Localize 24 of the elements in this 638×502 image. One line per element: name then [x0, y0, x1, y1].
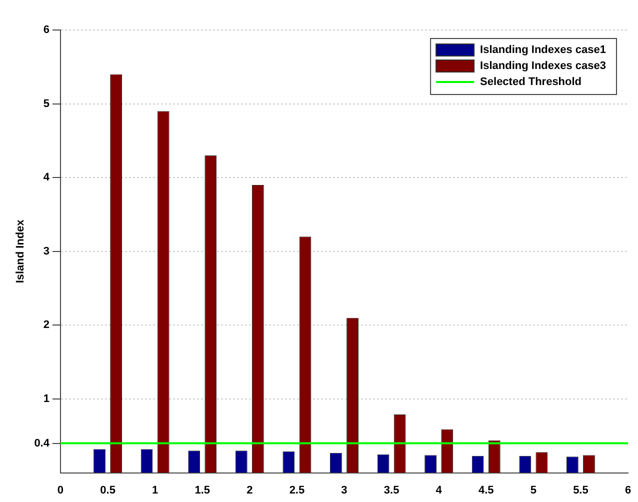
y-axis-title: Island Index	[14, 218, 27, 284]
x-tick-label: 6	[624, 484, 632, 496]
x-tick-label: 4.5	[478, 484, 494, 496]
x-tick-label: 0.5	[100, 484, 116, 496]
legend-label: Islanding Indexes case1	[480, 44, 606, 56]
x-tick-label: 4	[436, 484, 443, 496]
legend-label: Selected Threshold	[480, 76, 582, 88]
x-tick-label: 5	[530, 484, 536, 496]
y-tick-label: 4	[43, 172, 50, 184]
y-tick-label: 0.4	[34, 437, 50, 450]
y-tick-label: 1	[43, 393, 50, 406]
y-tick-label: 5	[43, 98, 50, 110]
x-tick-label: 3	[341, 484, 348, 496]
x-tick-label: 1	[152, 484, 158, 496]
x-tick-label: 1.5	[194, 484, 210, 496]
y-tick-label: 2	[43, 319, 50, 332]
x-tick-label: 2.5	[289, 484, 305, 496]
x-tick-label: 3.5	[384, 484, 400, 496]
x-tick-label: 0	[57, 484, 64, 496]
y-tick-label: 3	[43, 245, 50, 258]
y-tick-label: 6	[43, 24, 50, 36]
legend-label: Islanding Indexes case3	[480, 60, 606, 72]
x-tick-label: 5.5	[573, 484, 588, 496]
x-tick-label: 2	[246, 484, 253, 496]
